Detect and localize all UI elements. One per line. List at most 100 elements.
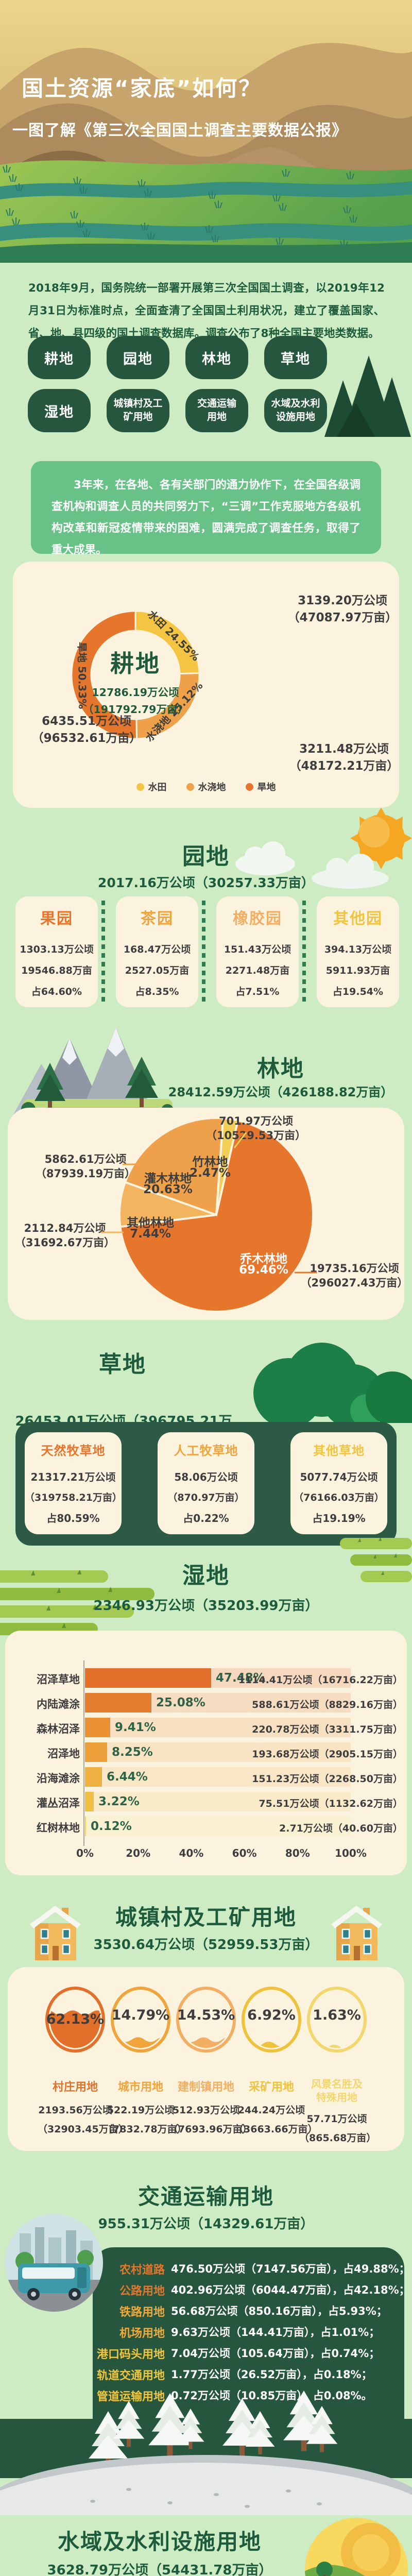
- cultivated-value-水浇地: 3211.48万公顷: [299, 742, 389, 756]
- urban-gauge-建制镇用地: 14.53%: [176, 1987, 236, 2053]
- forest-value-mu-灌木林地: （87939.19万亩）: [35, 1167, 136, 1180]
- garden-card-area: 394.13万公顷: [324, 944, 392, 955]
- garden-card-area: 1303.13万公顷: [20, 944, 94, 955]
- garden-card-title: 橡胶园: [233, 910, 282, 928]
- legend-label: 旱地: [257, 782, 276, 793]
- garden-card-area: 168.47万公顷: [123, 944, 191, 955]
- page-title: 国土资源“家底”如何？: [22, 76, 262, 101]
- garden-card-share: 占8.35%: [135, 986, 179, 997]
- cultivated-total-mu: （191792.79万亩）: [83, 703, 188, 716]
- wetland-bar-value: 75.51万公顷（1132.62万亩）: [259, 1798, 403, 1809]
- grass-card-天然牧草地: 天然牧草地 21317.21万公顷 （319758.21万亩） 占80.59%: [25, 1432, 122, 1534]
- urban-slot-采矿用地: 6.92% 采矿用地 244.24万公顷 （3663.66万亩）: [234, 1986, 318, 2136]
- urban-slot-村庄用地: 62.13% 村庄用地 2193.56万公顷 （32903.45万亩）: [38, 1986, 128, 2136]
- water-total: 3628.79万公顷（54431.78万亩）: [47, 2563, 272, 2576]
- garden-card-share: 占19.54%: [332, 986, 384, 997]
- wetland-bar-pct: 8.25%: [112, 1745, 153, 1759]
- forest-total: 28412.59万公顷（426188.82万亩）: [168, 1085, 393, 1099]
- badge-园地[interactable]: 园地: [107, 336, 169, 379]
- wetland-bar-pct: 25.08%: [156, 1696, 205, 1709]
- garden-card-其他园: 其他园 394.13万公顷 5911.93万亩 占19.54%: [317, 896, 399, 1007]
- wetland-bar-track: [85, 1792, 351, 1811]
- wetland-xtick: 40%: [179, 1847, 204, 1859]
- river-ribbon-1: [0, 181, 412, 199]
- callout-line: [233, 1132, 247, 1148]
- transport-value: 1.77万公顷（26.52万亩），占0.18%；: [171, 2368, 372, 2381]
- badge-label: 草地: [281, 351, 311, 367]
- forest-value-其他林地: 2112.84万公顷: [24, 1222, 106, 1234]
- wetland-xtick: 20%: [126, 1847, 151, 1859]
- urban-gauge-城市用地: 14.79%: [111, 1987, 170, 2053]
- river-ribbon-2: [0, 223, 412, 241]
- garden-total: 2017.16万公顷（30257.33万亩）: [97, 875, 315, 890]
- intro-paragraph: 2018年9月，国务院统一部署开展第三次全国国土调查，以2019年12月31日为…: [28, 282, 385, 340]
- garden-card-title: 果园: [40, 910, 73, 928]
- wetland-bar-pct: 3.22%: [98, 1795, 140, 1808]
- callout-line: [101, 1231, 124, 1233]
- legend-dot-icon: [245, 783, 253, 791]
- grass-title: 草地: [99, 1351, 146, 1378]
- urban-area: 512.93万公顷: [172, 2104, 240, 2116]
- transport-value: 56.68万公顷（850.16万亩），占5.93%；: [171, 2305, 387, 2317]
- cultivated-value-水田: 3139.20万公顷: [298, 594, 387, 607]
- urban-gauge-村庄用地: 62.13%: [45, 1987, 105, 2053]
- grass-card-title: 其他草地: [313, 1444, 365, 1458]
- badge-label: 耕地: [44, 351, 74, 367]
- grass-tufts: [3, 165, 357, 248]
- wetland-bar-label-森林沼泽: 森林沼泽: [37, 1723, 80, 1735]
- wetland-bar-fill: [85, 1718, 110, 1737]
- garden-card-share: 占64.60%: [31, 986, 82, 997]
- wetland-bar-label-沼泽地: 沼泽地: [47, 1748, 80, 1760]
- garden-card-橡胶园: 橡胶园 151.43万公顷 2271.48万亩 占7.51%: [216, 896, 299, 1007]
- badge-交通运输[interactable]: 交通运输 用地: [185, 389, 248, 432]
- donut-slice-旱地: [71, 610, 138, 740]
- grass-card-title: 天然牧草地: [41, 1444, 106, 1458]
- transport-title: 交通运输用地: [138, 2184, 274, 2209]
- forest-pct-其他林地: 7.44%: [130, 1227, 171, 1241]
- water-title: 水域及水利设施用地: [57, 2529, 262, 2554]
- urban-label: 城市用地: [117, 2081, 163, 2094]
- transport-panel: [93, 2247, 404, 2422]
- forest-pct-乔木林地: 69.46%: [239, 1263, 288, 1277]
- wetland-bar-track: [85, 1718, 351, 1737]
- badge-耕地[interactable]: 耕地: [28, 336, 91, 379]
- urban-area: 2193.56万公顷: [38, 2104, 112, 2116]
- urban-slot-风景名胜及: 1.63% 风景名胜及 特殊用地 57.71万公顷 （865.68万亩）: [299, 1986, 376, 2144]
- dotted-separator: [202, 901, 205, 1004]
- grass-card-mu: （76166.03万亩）: [294, 1492, 384, 1503]
- svg-text:14.79%: 14.79%: [112, 2007, 169, 2023]
- badge-林地[interactable]: 林地: [185, 336, 248, 379]
- badge-湿地[interactable]: 湿地: [28, 389, 91, 432]
- urban-label: 建制镇用地: [177, 2081, 234, 2094]
- urban-total: 3530.64万公顷（52959.53万亩）: [93, 1937, 319, 1953]
- badge-水域及水利[interactable]: 水域及水利 设施用地: [264, 389, 327, 432]
- cultivated-value-mu-旱地: （96532.61万亩）: [31, 732, 142, 745]
- wetland-xtick: 60%: [232, 1847, 257, 1859]
- grass-card-其他草地: 其他草地 5077.74万公顷 （76166.03万亩） 占19.19%: [290, 1432, 387, 1534]
- urban-mu: （7832.78万亩）: [103, 2123, 187, 2135]
- snow-pines-icon: [89, 2391, 338, 2469]
- forest-silhouette-icon: [324, 355, 411, 437]
- wetland-total: 2346.93万公顷（35203.99万亩）: [93, 1598, 319, 1614]
- urban-mu: （3663.66万亩）: [234, 2123, 318, 2135]
- urban-panel: [8, 1967, 404, 2151]
- badge-城镇村及工[interactable]: 城镇村及工 矿用地: [107, 389, 169, 432]
- transport-value: 0.72万公顷（10.85万亩），占0.08%。: [171, 2389, 372, 2402]
- badge-草地[interactable]: 草地: [264, 336, 327, 379]
- house-left-icon: [30, 1906, 81, 1960]
- cultivated-legend: 水田 水浇地 旱地: [0, 780, 412, 793]
- grass-card-mu: （870.97万亩）: [167, 1492, 245, 1503]
- dotted-separator: [302, 901, 306, 1004]
- transport-label-管道运输用地: 管道运输用地: [96, 2391, 165, 2403]
- wetland-bar-label-红树林地: 红树林地: [37, 1822, 80, 1834]
- forest-value-mu-其他林地: （31692.67万亩）: [14, 1236, 115, 1249]
- wetland-bar-fill: [85, 1767, 102, 1787]
- legend-item-旱地: 旱地: [245, 780, 276, 793]
- urban-area: 57.71万公顷: [306, 2113, 367, 2125]
- transport-label-农村道路: 农村道路: [119, 2264, 165, 2277]
- wetland-axis: [83, 1660, 84, 1846]
- transport-label-轨道交通用地: 轨道交通用地: [96, 2369, 165, 2382]
- badge-label: 城镇村及工 矿用地: [113, 398, 163, 422]
- grass-card-title: 人工牧草地: [174, 1444, 238, 1458]
- grass-card-share: 占80.59%: [46, 1512, 100, 1524]
